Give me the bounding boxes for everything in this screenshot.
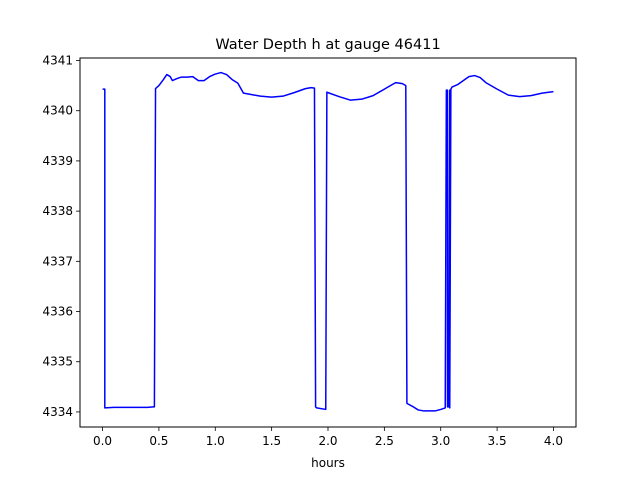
x-tick-label: 3.0 (431, 434, 450, 448)
x-tick-label: 0.0 (93, 434, 112, 448)
x-tick-label: 4.0 (544, 434, 563, 448)
x-tick-label: 1.0 (206, 434, 225, 448)
y-tick-label: 4339 (42, 154, 73, 168)
y-tick-label: 4336 (42, 305, 73, 319)
chart-title: Water Depth h at gauge 46411 (215, 37, 440, 53)
plot-area (102, 71, 554, 412)
y-tick-label: 4335 (42, 355, 73, 369)
x-tick-label: 3.5 (488, 434, 507, 448)
x-tick-label: 1.5 (262, 434, 281, 448)
series-line-0 (102, 71, 554, 412)
y-tick-label: 4340 (42, 104, 73, 118)
axes-frame (79, 57, 577, 428)
x-tick-label: 0.5 (149, 434, 168, 448)
x-tick-label: 2.5 (375, 434, 394, 448)
y-axis-ticks: 4334 4335 4336 4337 4338 4339 4340 4341 (42, 54, 80, 419)
x-tick-label: 2.0 (318, 434, 337, 448)
x-axis-ticks: 0.0 0.5 1.0 1.5 2.0 2.5 3.0 3.5 4.0 (93, 427, 563, 448)
y-tick-label: 4337 (42, 254, 73, 268)
y-tick-label: 4338 (42, 204, 73, 218)
y-tick-label: 4341 (42, 54, 73, 68)
y-tick-label: 4334 (42, 405, 73, 419)
x-axis-label: hours (311, 456, 345, 470)
